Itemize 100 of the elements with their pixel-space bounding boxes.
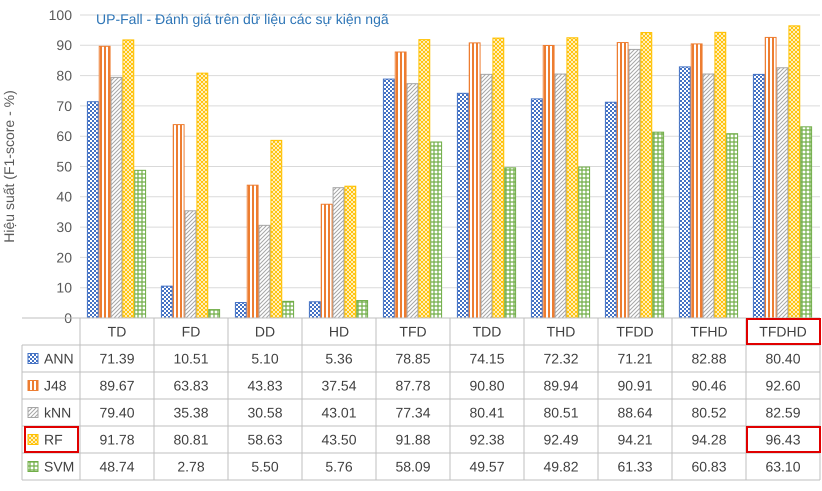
data-label: 92.60 bbox=[765, 377, 801, 394]
bar bbox=[122, 39, 134, 318]
data-label: 79.40 bbox=[99, 404, 135, 420]
bar bbox=[554, 74, 566, 318]
data-label: 58.63 bbox=[247, 431, 283, 448]
data-label: 30.58 bbox=[247, 404, 283, 420]
bar bbox=[616, 42, 629, 318]
data-label: 92.49 bbox=[543, 431, 579, 448]
data-label: 94.21 bbox=[617, 431, 653, 448]
bar bbox=[800, 126, 812, 318]
bar bbox=[640, 32, 652, 318]
bar bbox=[258, 224, 270, 318]
bar bbox=[86, 101, 99, 318]
bar bbox=[196, 72, 208, 318]
x-tick-label: TFDD bbox=[616, 323, 654, 340]
data-label: 61.33 bbox=[617, 458, 653, 474]
y-tick-label: 70 bbox=[56, 98, 72, 114]
data-label: 74.15 bbox=[469, 350, 505, 366]
data-label: 77.34 bbox=[395, 404, 431, 420]
data-label: 43.83 bbox=[247, 377, 283, 394]
data-label: 58.09 bbox=[395, 458, 431, 474]
data-label: 78.85 bbox=[395, 350, 431, 366]
data-label: 71.39 bbox=[99, 350, 135, 366]
x-tick-label: DD bbox=[254, 323, 276, 340]
bar bbox=[492, 38, 504, 318]
y-tick-label: 60 bbox=[56, 128, 72, 144]
bar bbox=[480, 74, 492, 318]
data-label: 72.32 bbox=[543, 350, 579, 366]
legend-label: kNN bbox=[44, 404, 72, 420]
data-label: 96.43 bbox=[765, 431, 801, 448]
bar bbox=[160, 286, 173, 318]
bar bbox=[344, 186, 356, 318]
data-label: 91.78 bbox=[99, 431, 135, 448]
data-label: 63.10 bbox=[765, 458, 801, 474]
data-label: 88.64 bbox=[617, 404, 653, 420]
y-tick-label: 40 bbox=[56, 188, 72, 205]
y-tick-label: 100 bbox=[48, 6, 72, 23]
x-tick-label: TFHD bbox=[690, 323, 728, 340]
x-tick-label: THD bbox=[546, 323, 576, 340]
bar bbox=[356, 300, 368, 318]
bar bbox=[504, 167, 516, 318]
legend-label: J48 bbox=[44, 377, 67, 394]
data-label: 63.83 bbox=[173, 377, 209, 394]
y-axis-title: Hiệu suất (F1-score - %) bbox=[1, 90, 17, 243]
bar bbox=[430, 141, 442, 318]
data-label: 82.59 bbox=[765, 404, 801, 420]
y-tick-label: 10 bbox=[56, 280, 72, 296]
legend-label: ANN bbox=[44, 350, 74, 366]
bar bbox=[406, 83, 418, 318]
bar bbox=[566, 37, 578, 318]
data-label: 60.83 bbox=[691, 458, 727, 474]
legend-label: SVM bbox=[44, 458, 74, 474]
data-label: 49.57 bbox=[469, 458, 505, 474]
data-label: 43.50 bbox=[321, 431, 357, 448]
x-tick-label: HD bbox=[328, 323, 350, 340]
bar bbox=[98, 46, 111, 318]
data-label: 5.36 bbox=[325, 350, 353, 366]
bar bbox=[456, 92, 469, 318]
bar bbox=[234, 302, 247, 318]
data-label: 80.81 bbox=[173, 431, 209, 448]
bar bbox=[308, 301, 321, 318]
data-label: 91.88 bbox=[395, 431, 431, 448]
data-label: 87.78 bbox=[395, 377, 431, 394]
y-tick-label: 20 bbox=[56, 249, 72, 266]
y-tick-label: 80 bbox=[56, 68, 72, 84]
x-tick-label: TD bbox=[108, 323, 126, 340]
bar bbox=[134, 170, 146, 318]
bar bbox=[752, 74, 765, 318]
data-label: 82.88 bbox=[691, 350, 727, 366]
data-label: 37.54 bbox=[321, 377, 357, 394]
data-label: 5.10 bbox=[251, 350, 279, 366]
data-label: 80.41 bbox=[469, 404, 505, 420]
data-label: 5.50 bbox=[251, 458, 279, 474]
bar bbox=[788, 25, 800, 318]
data-label: 71.21 bbox=[617, 350, 653, 366]
data-label: 90.91 bbox=[617, 377, 653, 394]
bar bbox=[776, 67, 788, 318]
data-label: 80.52 bbox=[691, 404, 727, 420]
bar bbox=[542, 44, 555, 318]
data-label: 92.38 bbox=[469, 431, 505, 448]
bar bbox=[172, 124, 185, 318]
chart-title: UP-Fall - Đánh giá trên dữ liệu các sự kiện ngã bbox=[96, 11, 389, 27]
bar bbox=[604, 102, 617, 318]
bar bbox=[652, 132, 664, 318]
bar bbox=[690, 43, 703, 318]
bar bbox=[726, 133, 738, 318]
bar bbox=[332, 187, 344, 318]
bar bbox=[282, 300, 294, 318]
bar bbox=[628, 48, 640, 318]
bar bbox=[184, 210, 196, 318]
bar bbox=[270, 140, 282, 318]
bar bbox=[394, 52, 407, 318]
x-tick-label: TFDHD bbox=[759, 323, 807, 340]
bar bbox=[382, 78, 395, 318]
bar bbox=[578, 166, 590, 318]
bar bbox=[468, 42, 481, 318]
data-label: 80.40 bbox=[765, 350, 801, 366]
data-label: 10.51 bbox=[173, 350, 209, 366]
bar bbox=[110, 76, 122, 318]
y-tick-label: 30 bbox=[56, 219, 72, 235]
